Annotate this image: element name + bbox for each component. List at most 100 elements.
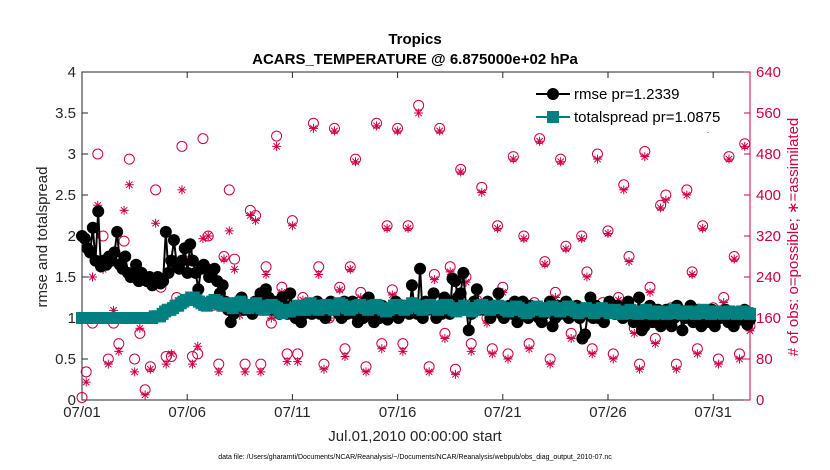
obs-assimilated-point bbox=[219, 254, 229, 264]
obs-assimilated-point bbox=[682, 190, 692, 200]
legend-marker-rmse bbox=[547, 88, 559, 100]
obs-assimilated-point bbox=[377, 344, 387, 354]
obs-assimilated-point bbox=[624, 257, 634, 267]
obs-assimilated-point bbox=[329, 126, 339, 136]
obs-assimilated-point bbox=[124, 180, 134, 190]
y-tick-label: 4 bbox=[68, 64, 76, 81]
rmse-point bbox=[216, 279, 229, 292]
obs-assimilated-point bbox=[487, 349, 497, 359]
obs-assimilated-point bbox=[635, 364, 645, 374]
obs-possible-point bbox=[197, 133, 209, 145]
y-tick-label: 2 bbox=[68, 228, 76, 245]
y-right-tick-label: 480 bbox=[756, 146, 781, 163]
data-file-caption: data file: /Users/gharamti/Documents/NCA… bbox=[218, 454, 612, 461]
x-tick-label: 07/26 bbox=[589, 404, 627, 421]
obs-assimilated-point bbox=[308, 123, 318, 133]
obs-assimilated-point bbox=[88, 272, 98, 282]
obs-assimilated-point bbox=[592, 154, 602, 164]
y-tick-label: 3.5 bbox=[55, 105, 76, 122]
obs-assimilated-point bbox=[545, 359, 555, 369]
rmse-point bbox=[449, 275, 462, 288]
y-tick-label: 1.5 bbox=[55, 269, 76, 286]
rmse-point bbox=[167, 234, 180, 247]
rmse-point bbox=[427, 287, 440, 300]
y-axis-label: rmse and totalspread bbox=[34, 167, 51, 308]
obs-assimilated-point bbox=[166, 349, 176, 359]
obs-possible-point bbox=[123, 153, 135, 165]
obs-assimilated-point bbox=[140, 390, 150, 400]
obs-assimilated-point bbox=[556, 157, 566, 167]
obs-assimilated-point bbox=[466, 346, 476, 356]
y-axis-right-label: # of obs: o=possible; ∗=assimilated bbox=[785, 118, 802, 357]
obs-assimilated-point bbox=[224, 226, 234, 236]
rmse-point bbox=[405, 279, 418, 292]
rmse-point bbox=[454, 287, 467, 300]
rmse-point bbox=[208, 262, 221, 275]
obs-assimilated-point bbox=[582, 272, 592, 282]
obs-assimilated-point bbox=[734, 354, 744, 364]
rmse-point bbox=[184, 238, 197, 251]
y-right-tick-label: 320 bbox=[756, 228, 781, 245]
obs-assimilated-point bbox=[493, 223, 503, 233]
legend-marker-spread bbox=[547, 111, 559, 123]
obs-assimilated-point bbox=[692, 349, 702, 359]
obs-assimilated-point bbox=[482, 318, 492, 328]
y-right-tick-label: 560 bbox=[756, 105, 781, 122]
obs-assimilated-point bbox=[266, 313, 276, 323]
obs-assimilated-point bbox=[629, 328, 639, 338]
obs-possible-point bbox=[97, 230, 109, 242]
obs-assimilated-point bbox=[187, 359, 197, 369]
legend-label-rmse: rmse pr=1.2339 bbox=[574, 86, 679, 103]
obs-assimilated-point bbox=[519, 234, 529, 244]
obs-possible-point bbox=[118, 235, 130, 247]
rmse-point bbox=[414, 262, 427, 275]
obs-assimilated-point bbox=[145, 364, 155, 374]
obs-assimilated-point bbox=[230, 264, 240, 274]
obs-assimilated-point bbox=[340, 351, 350, 361]
obs-assimilated-point bbox=[724, 154, 734, 164]
obs-possible-point bbox=[223, 184, 235, 196]
obs-assimilated-point bbox=[619, 185, 629, 195]
rmse-point bbox=[462, 324, 475, 337]
obs-assimilated-point bbox=[713, 359, 723, 369]
obs-assimilated-point bbox=[293, 357, 303, 367]
obs-assimilated-point bbox=[382, 223, 392, 233]
rmse-point bbox=[162, 266, 175, 279]
obs-assimilated-point bbox=[719, 298, 729, 308]
obs-assimilated-point bbox=[393, 126, 403, 136]
rmse-point bbox=[676, 324, 689, 337]
rmse-point bbox=[186, 254, 199, 267]
y-right-tick-label: 80 bbox=[756, 351, 773, 368]
obs-assimilated-point bbox=[256, 367, 266, 377]
obs-assimilated-point bbox=[456, 167, 466, 177]
obs-assimilated-point bbox=[81, 377, 91, 387]
rmse-point bbox=[470, 283, 483, 296]
legend: rmse pr=1.2339 totalspread pr=1.0875 bbox=[528, 78, 744, 132]
obs-assimilated-point bbox=[161, 359, 171, 369]
legend-label-spread: totalspread pr=1.0875 bbox=[574, 109, 720, 126]
obs-assimilated-point bbox=[398, 346, 408, 356]
obs-assimilated-point bbox=[524, 344, 534, 354]
obs-assimilated-point bbox=[198, 234, 208, 244]
y-tick-label: 1 bbox=[68, 310, 76, 327]
rmse-point bbox=[119, 250, 132, 263]
rmse-point bbox=[176, 254, 189, 267]
y-tick-label: 3 bbox=[68, 146, 76, 163]
obs-assimilated-point bbox=[450, 369, 460, 379]
obs-assimilated-point bbox=[414, 108, 424, 118]
obs-possible-point bbox=[129, 353, 141, 365]
obs-assimilated-point bbox=[203, 231, 213, 241]
obs-assimilated-point bbox=[550, 293, 560, 302]
obs-assimilated-point bbox=[640, 152, 650, 162]
obs-assimilated-point bbox=[603, 228, 613, 238]
obs-assimilated-point bbox=[435, 126, 445, 136]
obs-assimilated-point bbox=[319, 364, 329, 374]
obs-assimilated-point bbox=[109, 305, 119, 315]
obs-assimilated-point bbox=[661, 195, 671, 205]
x-tick-label: 07/06 bbox=[168, 404, 206, 421]
rmse-point bbox=[92, 205, 105, 218]
obs-assimilated-point bbox=[130, 367, 140, 377]
x-tick-label: 07/11 bbox=[274, 404, 310, 421]
obs-assimilated-point bbox=[261, 269, 271, 279]
